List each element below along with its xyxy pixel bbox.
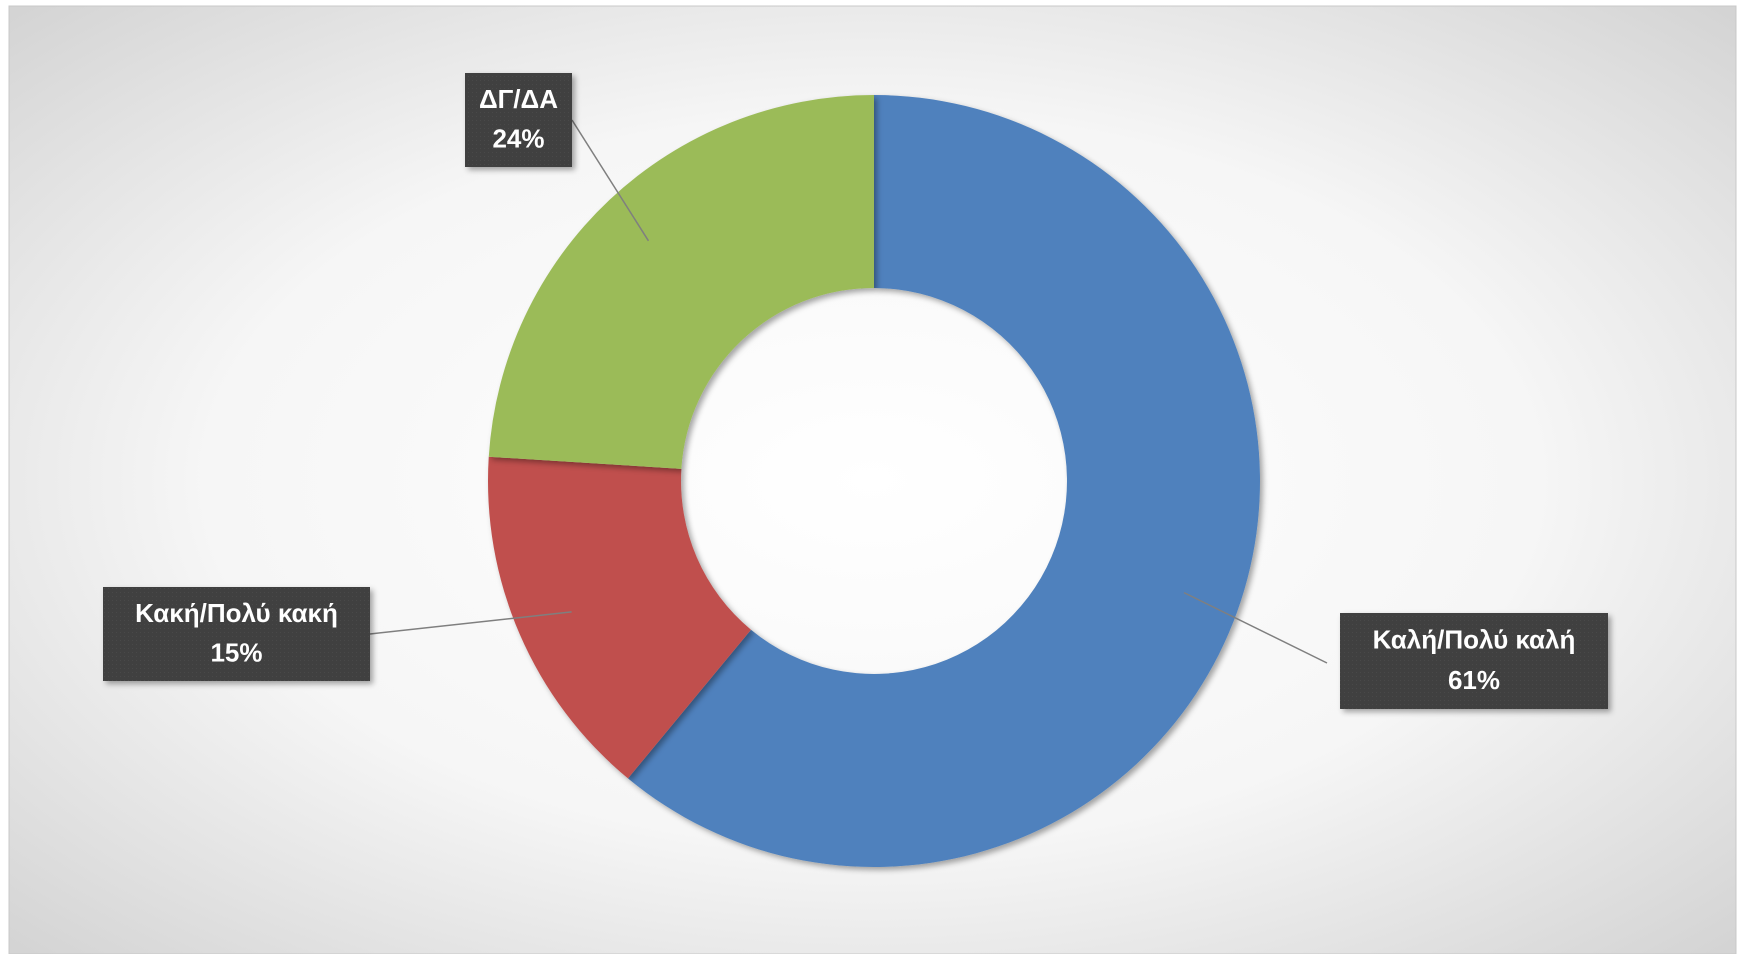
leader-line: [571, 119, 650, 242]
slices: [488, 95, 1260, 868]
label-box: [103, 587, 370, 681]
leader-line: [369, 611, 572, 635]
label-box: [1340, 613, 1608, 709]
label-box: [465, 73, 572, 167]
label-value: 24%: [492, 124, 544, 154]
labels: Καλή/Πολύ καλή 61% Κακή/Πολύ κακή 15% ΔΓ/ΔΑ 2…: [103, 73, 1608, 709]
leader-line: [1183, 591, 1328, 664]
label-category: ΔΓ/ΔΑ: [479, 84, 558, 114]
label-category: Καλή/Πολύ καλή: [1373, 625, 1576, 655]
label-value: 15%: [210, 638, 262, 668]
slice: [627, 95, 1260, 868]
label-category: Κακή/Πολύ κακή: [135, 598, 338, 628]
label-value: 61%: [1448, 665, 1500, 695]
slice: [488, 95, 874, 469]
slice: [488, 456, 751, 779]
